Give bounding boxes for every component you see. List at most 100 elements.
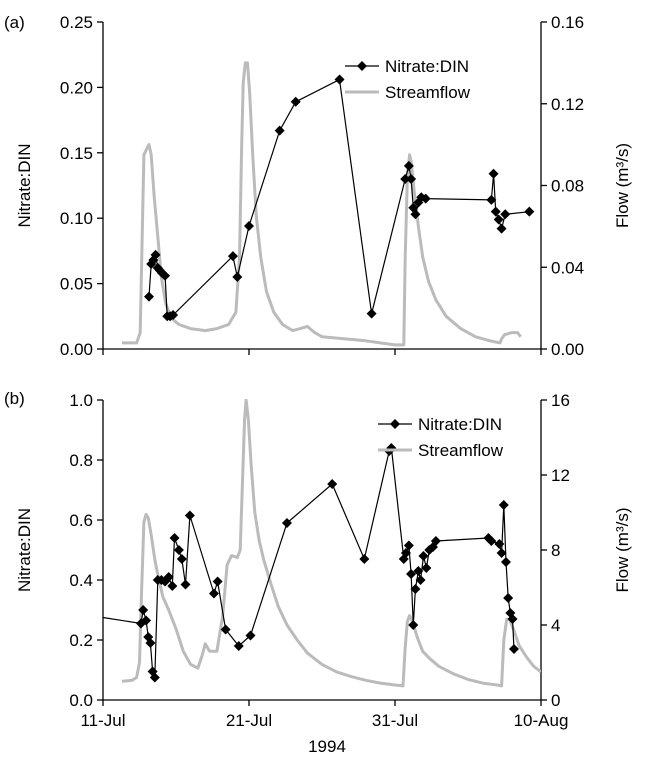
data-point-nitrate-din xyxy=(245,630,256,641)
data-point-nitrate-din xyxy=(410,209,421,220)
panel-a: (a) 0.00 0.05 0.10 0.15 0.20 0.25 0.00 0.04 0.08 0… xyxy=(4,13,632,359)
data-point-nitrate-din xyxy=(490,206,501,217)
data-point-nitrate-din xyxy=(421,563,432,573)
right-y-axis-title: Flow (m³/s) xyxy=(613,143,632,228)
right-y-axis-title: Flow (m³/s) xyxy=(613,508,632,593)
left-y-tick-label: 0.20 xyxy=(60,78,93,97)
shared-x-axis: 1994 xyxy=(308,737,346,756)
data-point-nitrate-din xyxy=(418,551,429,561)
x-tick-label: 10-Aug xyxy=(514,711,569,730)
left-y-tick-label: 0.8 xyxy=(69,451,93,470)
right-y-tick-label: 0.12 xyxy=(551,95,584,114)
data-point-nitrate-din xyxy=(486,194,497,205)
legend: Nitrate:DIN Streamflow xyxy=(345,57,471,102)
data-point-nitrate-din xyxy=(494,539,505,549)
data-point-nitrate-din xyxy=(400,173,411,184)
data-point-nitrate-din xyxy=(503,593,514,603)
data-point-nitrate-din xyxy=(212,576,223,587)
legend-label-streamflow: Streamflow xyxy=(418,441,504,460)
data-point-nitrate-din xyxy=(493,214,504,225)
x-tick-label: 31-Jul xyxy=(372,711,418,730)
right-y-tick-label: 4 xyxy=(551,616,560,635)
right-y-tick-label: 0.00 xyxy=(551,340,584,359)
data-point-nitrate-din xyxy=(500,557,511,567)
data-point-nitrate-din xyxy=(507,614,518,624)
data-point-nitrate-din xyxy=(508,644,519,654)
x-tick-label: 21-Jul xyxy=(226,711,272,730)
legend-label-streamflow: Streamflow xyxy=(385,83,471,102)
right-y-tick-label: 8 xyxy=(551,541,560,560)
data-point-nitrate-din xyxy=(150,249,161,260)
left-y-tick-label: 0.2 xyxy=(69,631,93,650)
data-point-nitrate-din xyxy=(410,584,421,594)
data-point-nitrate-din xyxy=(415,575,426,585)
data-point-nitrate-din xyxy=(167,581,178,591)
left-y-tick-label: 0.25 xyxy=(60,13,93,32)
data-point-nitrate-din xyxy=(334,74,345,85)
data-point-nitrate-din xyxy=(232,272,243,283)
data-point-nitrate-din xyxy=(138,605,149,615)
left-y-tick-label: 0.15 xyxy=(60,144,93,163)
series-line-nitrate-din xyxy=(102,446,515,678)
data-point-nitrate-din xyxy=(505,608,516,618)
data-point-nitrate-din xyxy=(524,206,535,217)
left-y-tick-label: 0.0 xyxy=(69,691,93,710)
data-point-nitrate-din xyxy=(143,291,154,302)
data-point-nitrate-din xyxy=(403,540,414,551)
left-y-tick-label: 0.10 xyxy=(60,209,93,228)
data-point-nitrate-din xyxy=(366,308,377,319)
left-y-axis-title: Nitrate:DIN xyxy=(15,143,34,227)
data-point-nitrate-din xyxy=(413,566,424,576)
data-point-nitrate-din xyxy=(149,672,160,683)
right-y-tick-label: 0.08 xyxy=(551,177,584,196)
data-point-nitrate-din xyxy=(327,479,338,489)
right-y-tick-label: 16 xyxy=(551,391,570,410)
data-point-nitrate-din xyxy=(281,518,292,528)
left-y-tick-label: 1.0 xyxy=(69,391,93,410)
data-point-nitrate-din xyxy=(406,173,417,184)
right-y-tick-label: 0 xyxy=(551,691,560,710)
data-point-nitrate-din xyxy=(290,96,301,107)
data-point-nitrate-din xyxy=(486,536,497,546)
left-y-tick-label: 0.4 xyxy=(69,571,93,590)
data-point-nitrate-din xyxy=(496,223,507,234)
data-point-nitrate-din xyxy=(227,251,238,262)
legend-marker-nitrate-din xyxy=(390,419,400,429)
data-point-nitrate-din xyxy=(500,209,511,220)
data-point-nitrate-din xyxy=(173,545,184,555)
legend-marker-nitrate-din xyxy=(357,61,367,71)
data-point-nitrate-din xyxy=(176,554,187,564)
data-point-nitrate-din xyxy=(180,579,191,590)
data-point-nitrate-din xyxy=(169,533,180,543)
data-point-nitrate-din xyxy=(400,548,411,558)
data-point-nitrate-din xyxy=(496,548,507,558)
data-point-nitrate-din xyxy=(408,620,419,630)
legend-label-nitrate-din: Nitrate:DIN xyxy=(418,415,502,434)
panel-b: (b) 0.0 0.2 0.4 0.6 0.8 1.0 0 4 8 12 16 11-Jul 21-Jul… xyxy=(4,389,632,730)
data-point-nitrate-din xyxy=(274,125,285,136)
data-point-nitrate-din xyxy=(244,221,254,232)
x-axis-title: 1994 xyxy=(308,737,346,756)
right-y-tick-label: 0.04 xyxy=(551,258,584,277)
data-point-nitrate-din xyxy=(430,536,441,546)
data-point-nitrate-din xyxy=(160,270,171,281)
data-point-nitrate-din xyxy=(141,615,152,626)
series-line-streamflow xyxy=(121,399,541,688)
left-y-tick-label: 0.00 xyxy=(60,340,93,359)
left-y-tick-label: 0.05 xyxy=(60,275,93,294)
legend-label-nitrate-din: Nitrate:DIN xyxy=(385,57,469,76)
data-point-nitrate-din xyxy=(420,193,431,204)
series-line-nitrate-din xyxy=(148,78,530,317)
data-point-nitrate-din xyxy=(403,160,414,171)
data-point-nitrate-din xyxy=(233,641,244,651)
left-y-axis-title: Nitrate:DIN xyxy=(15,508,34,592)
right-y-tick-label: 12 xyxy=(551,466,570,485)
data-point-nitrate-din xyxy=(184,510,195,521)
data-point-nitrate-din xyxy=(145,638,156,648)
left-y-tick-label: 0.6 xyxy=(69,511,93,530)
data-point-nitrate-din xyxy=(208,588,219,599)
data-point-nitrate-din xyxy=(359,554,370,564)
x-tick-label: 11-Jul xyxy=(80,711,125,730)
data-point-nitrate-din xyxy=(498,500,509,510)
